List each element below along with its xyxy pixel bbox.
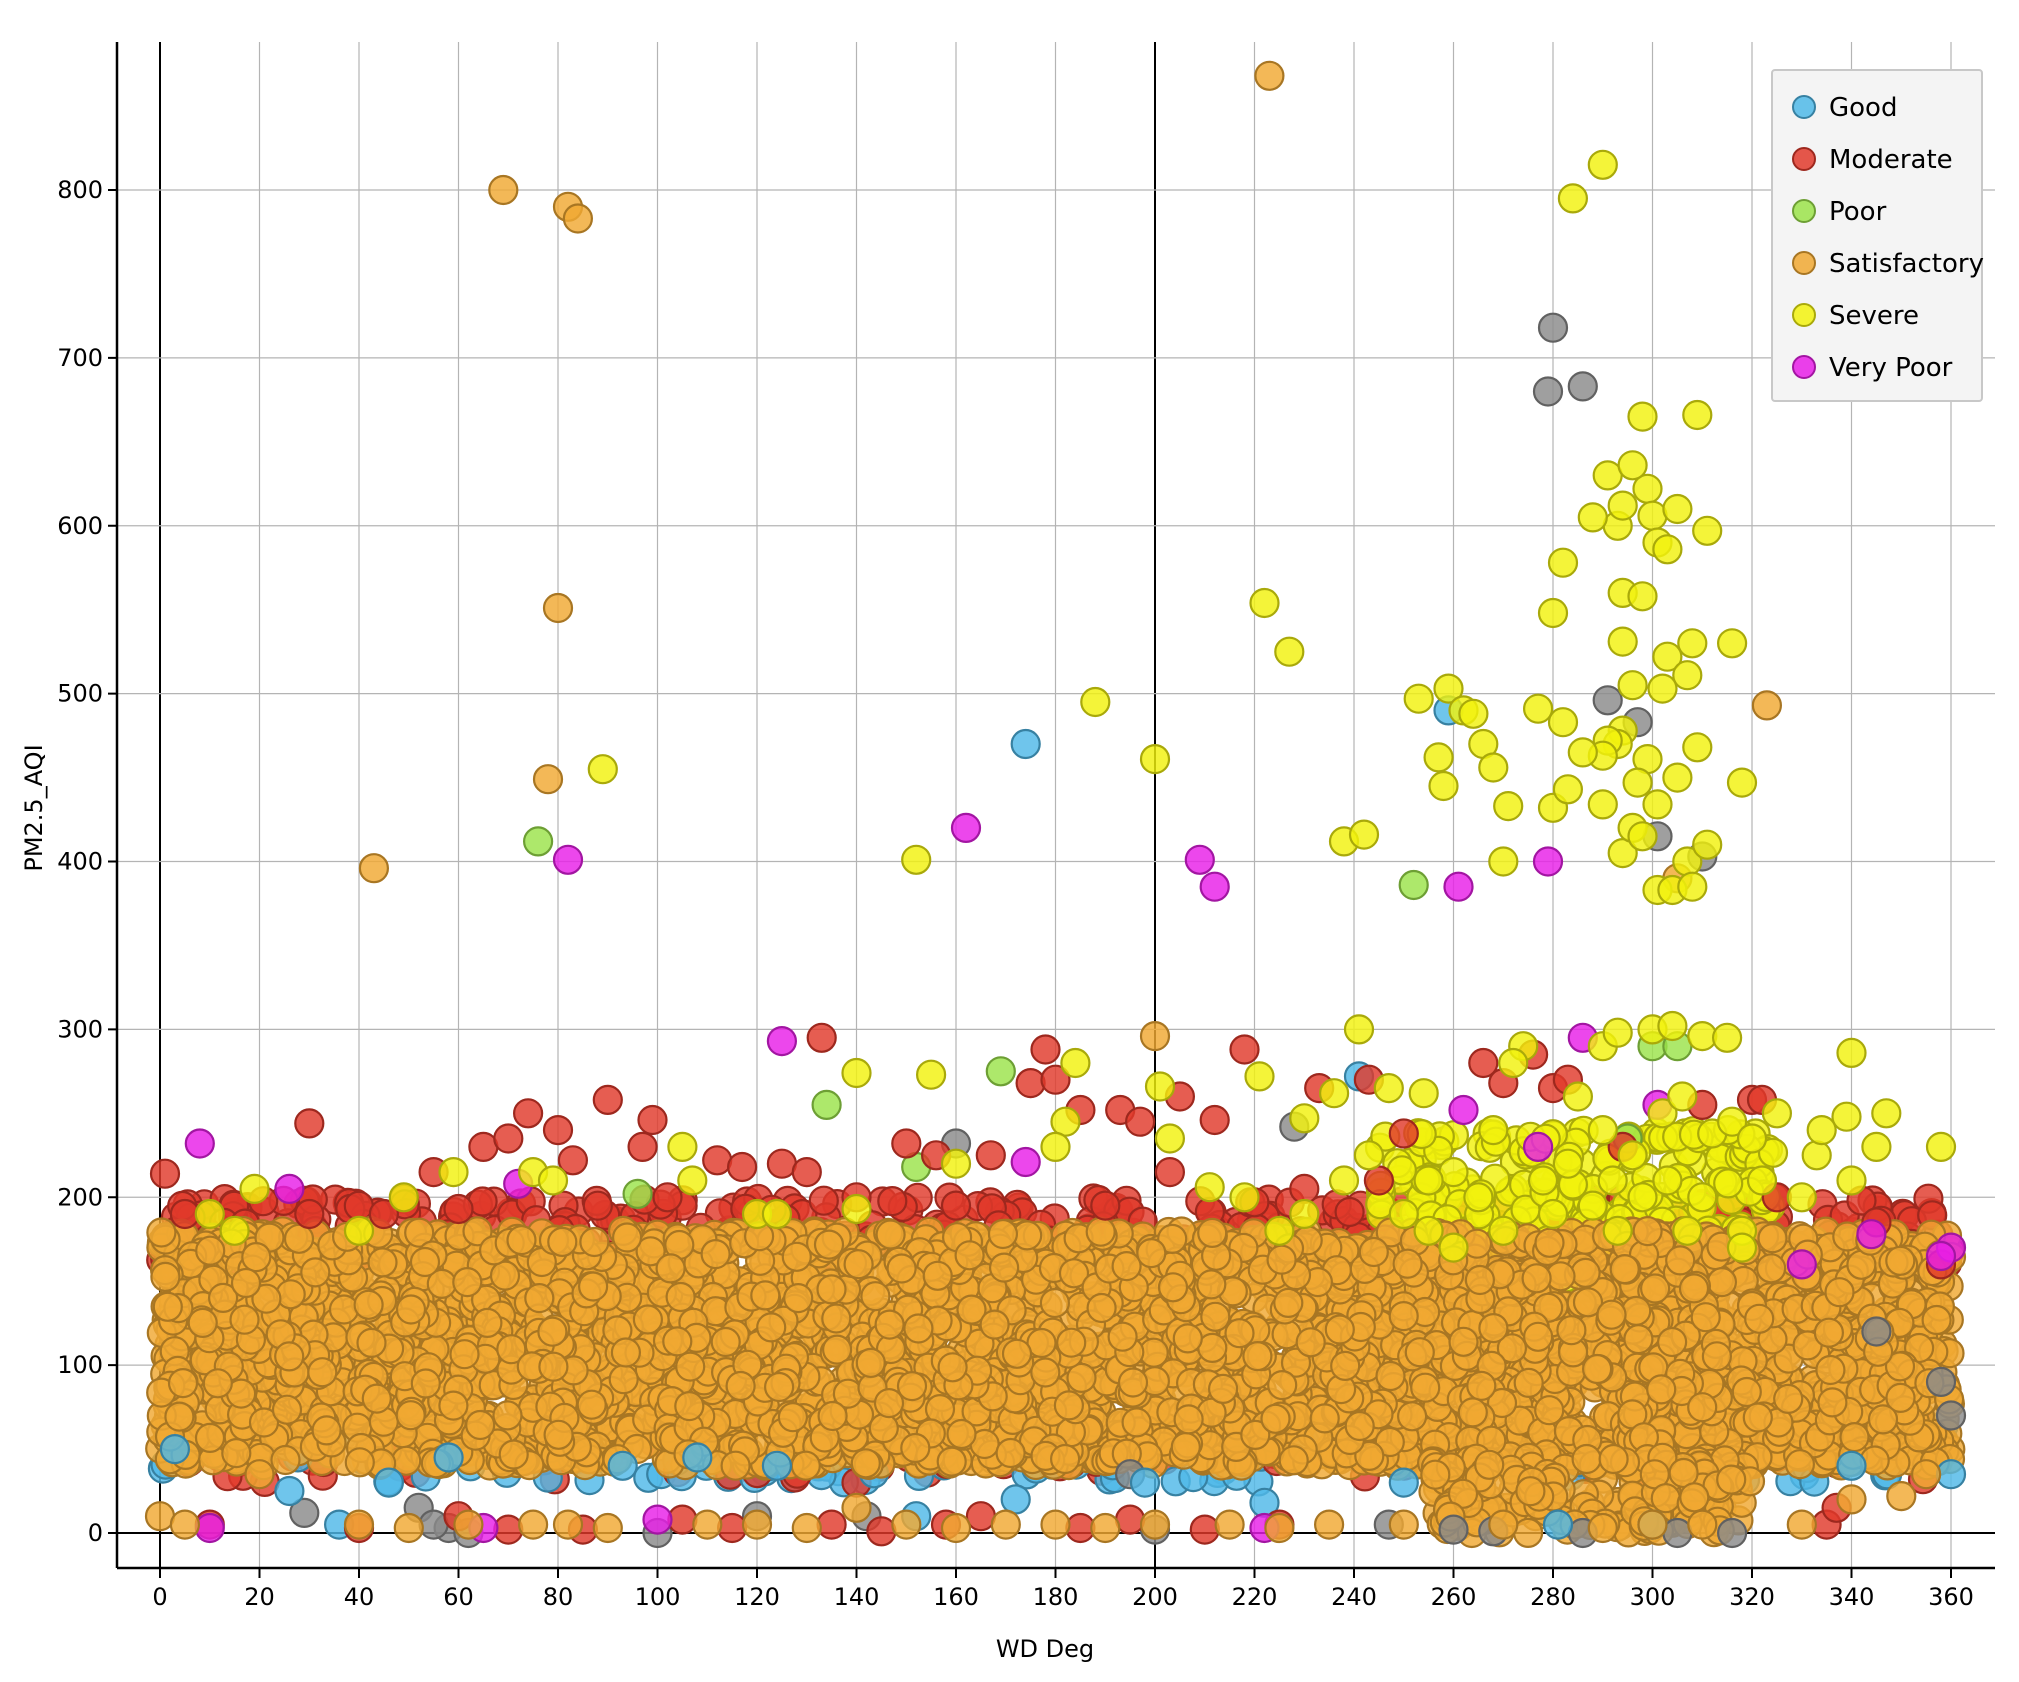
satisfactory-point	[989, 1220, 1017, 1248]
satisfactory-point	[1031, 1359, 1059, 1387]
moderate-point	[878, 1187, 906, 1215]
satisfactory-point	[1268, 1371, 1296, 1399]
satisfactory-point	[1055, 1391, 1083, 1419]
satisfactory-point	[722, 1452, 750, 1480]
satisfactory-point	[818, 1275, 846, 1303]
satisfactory-point	[924, 1262, 952, 1290]
satisfactory-point	[204, 1369, 232, 1397]
satisfactory-point	[1377, 1362, 1405, 1390]
satisfactory-point	[852, 1449, 880, 1477]
satisfactory-point	[1816, 1356, 1844, 1384]
satisfactory-point	[363, 1385, 391, 1413]
satisfactory-point	[358, 1329, 386, 1357]
satisfactory-point	[870, 1414, 898, 1442]
satisfactory-point	[580, 1228, 608, 1256]
moderate-point	[810, 1187, 838, 1215]
satisfactory-point	[538, 1318, 566, 1346]
severe-point	[1714, 1169, 1742, 1197]
satisfactory-point	[1311, 1404, 1339, 1432]
moderate-point	[1336, 1198, 1364, 1226]
satisfactory-point	[792, 1452, 820, 1480]
satisfactory-point	[1326, 1316, 1354, 1344]
satisfactory-point	[990, 1254, 1018, 1282]
satisfactory-point	[1123, 1408, 1151, 1436]
satisfactory-point	[613, 1224, 641, 1252]
satisfactory-point	[783, 1243, 811, 1271]
satisfactory-point	[273, 1396, 301, 1424]
satisfactory-point	[757, 1313, 785, 1341]
satisfactory-point	[877, 1221, 905, 1249]
satisfactory-point	[1198, 1219, 1226, 1247]
satisfactory-point	[1051, 1445, 1079, 1473]
satisfactory-point	[1611, 1255, 1639, 1283]
satisfactory-point	[196, 1424, 224, 1452]
satisfactory-point	[1411, 1374, 1439, 1402]
satisfactory-point	[1041, 1289, 1069, 1317]
satisfactory-point	[147, 1219, 175, 1247]
satisfactory-point	[861, 1282, 889, 1310]
satisfactory-point	[453, 1268, 481, 1296]
satisfactory-point	[1786, 1450, 1814, 1478]
satisfactory-point	[525, 1284, 553, 1312]
satisfactory-point	[1708, 1268, 1736, 1296]
satisfactory-point	[277, 1280, 305, 1308]
satisfactory-point	[578, 1391, 606, 1419]
satisfactory-point	[610, 1365, 638, 1393]
satisfactory-point	[1515, 1369, 1543, 1397]
satisfactory-point	[676, 1353, 704, 1381]
satisfactory-point	[1087, 1218, 1115, 1246]
satisfactory-point	[845, 1250, 873, 1278]
satisfactory-point	[222, 1439, 250, 1467]
satisfactory-point	[1733, 1378, 1761, 1406]
satisfactory-point	[822, 1305, 850, 1333]
satisfactory-point	[888, 1255, 916, 1283]
satisfactory-point	[1634, 1217, 1662, 1245]
satisfactory-point	[702, 1240, 730, 1268]
moderate-point	[345, 1192, 373, 1220]
satisfactory-point	[473, 1309, 501, 1337]
satisfactory-point	[1923, 1306, 1951, 1334]
satisfactory-point	[231, 1306, 259, 1334]
satisfactory-point	[313, 1416, 341, 1444]
satisfactory-point	[1197, 1270, 1225, 1298]
satisfactory-point	[1172, 1433, 1200, 1461]
satisfactory-point	[397, 1401, 425, 1429]
satisfactory-point	[657, 1254, 685, 1282]
satisfactory-point	[169, 1369, 197, 1397]
moderate-point	[584, 1192, 612, 1220]
satisfactory-point	[411, 1248, 439, 1276]
satisfactory-point	[494, 1401, 522, 1429]
satisfactory-point	[330, 1296, 358, 1324]
satisfactory-point	[1406, 1338, 1434, 1366]
satisfactory-point	[1297, 1328, 1325, 1356]
